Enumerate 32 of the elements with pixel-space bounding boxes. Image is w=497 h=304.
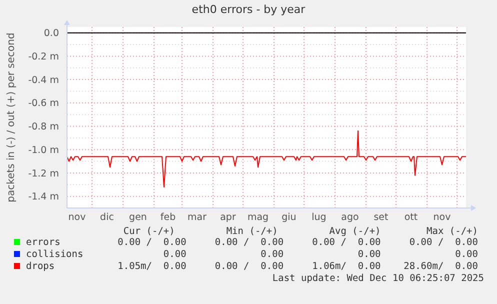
legend-label: collisions: [26, 249, 84, 260]
x-tick-label: lug: [312, 212, 326, 223]
y-tick-label: -0.4 m: [28, 74, 59, 86]
legend-label: drops: [26, 261, 55, 272]
y-tick-label: 0.0: [44, 28, 59, 40]
y-tick-label: -0.2 m: [28, 52, 59, 63]
legend-label: errors: [26, 237, 60, 248]
chart-title: eth0 errors - by year: [192, 3, 306, 16]
y-tick-label: -0.6 m: [28, 98, 59, 110]
x-tick-label: dic: [100, 212, 114, 223]
x-tick-label: set: [374, 212, 389, 223]
text: 0.00 / 0.00 0.00 / 0.00 0.00 / 0.00 0.00 / 0.00: [118, 237, 478, 248]
x-tick-label: apr: [220, 212, 236, 223]
y-tick-label: -1.0 m: [28, 144, 59, 156]
y-tick-label: -1.4 m: [28, 192, 59, 203]
x-tick-label: ago: [341, 212, 360, 223]
x-tick-label: nov: [68, 212, 86, 223]
text: Cur (-/+) Min (-/+) Avg (-/+) Max (-/+): [118, 226, 478, 237]
x-tick-label: mag: [247, 212, 269, 223]
x-tick-label: ott: [404, 212, 418, 223]
text: 1.05m/ 0.00 0.00 / 0.00 1.06m/ 0.00 28.60m/ 0.00: [118, 261, 478, 272]
x-tick-label: nov: [433, 212, 452, 223]
text: 0.00 0.00 0.00 0.00: [118, 249, 478, 260]
x-tick-label: mar: [188, 212, 207, 223]
x-tick-label: giu: [282, 212, 296, 223]
y-axis-title: packets in (-) / out (+) per second: [6, 32, 17, 202]
x-tick-label: gen: [129, 212, 147, 223]
text: Last update: Wed Dec 10 06:25:07 2025: [272, 273, 484, 284]
y-tick-label: -1.2 m: [28, 168, 59, 180]
line-series: [66, 130, 466, 188]
x-tick-label: feb: [160, 212, 176, 223]
y-tick-label: -0.8 m: [28, 122, 59, 133]
